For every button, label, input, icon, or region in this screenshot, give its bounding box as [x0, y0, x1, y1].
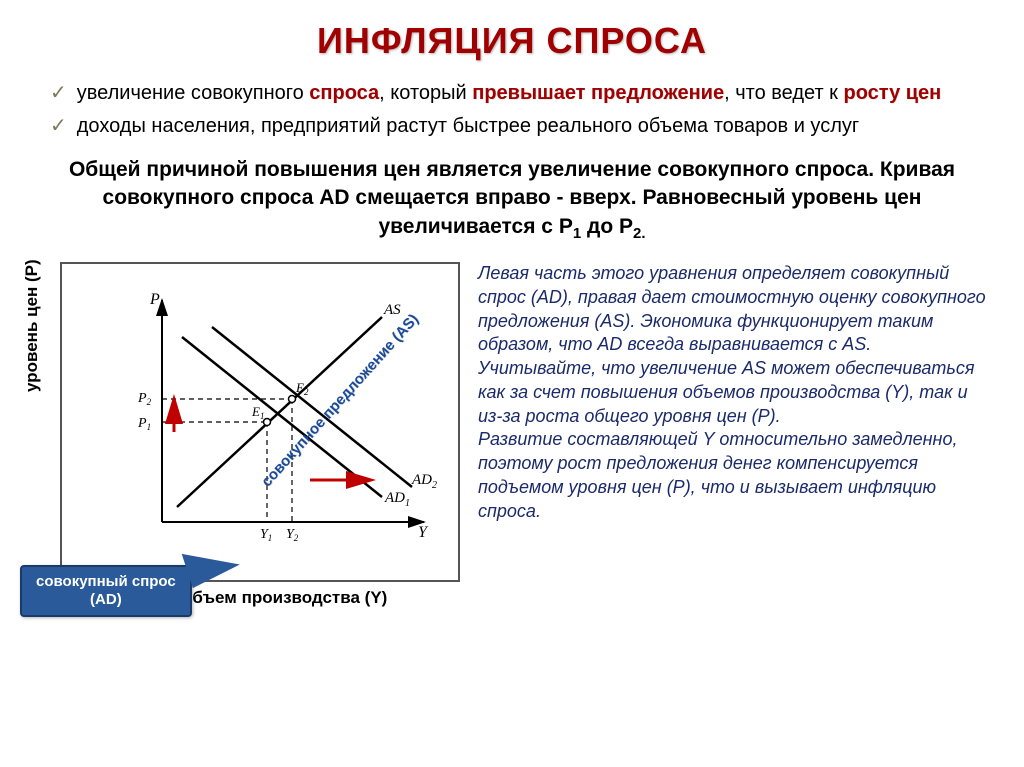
label-as: AS	[383, 302, 401, 318]
ad-callout-box: совокупный спрос (AD)	[20, 565, 192, 617]
page-title: ИНФЛЯЦИЯ СПРОСА	[30, 20, 994, 62]
label-p2: P2	[137, 391, 152, 407]
label-y2: Y2	[286, 527, 299, 542]
explanation-text: Левая часть этого уравнения определяет с…	[478, 262, 994, 523]
bullet-item-2: ✓ доходы населения, предприятий растут б…	[50, 113, 994, 140]
bullet1-text-mid: , который	[379, 82, 472, 104]
bullet1-word-prev: превышает предложение	[472, 82, 724, 104]
bullet2-text: доходы населения, предприятий растут быс…	[77, 113, 994, 140]
point-e1	[264, 419, 271, 426]
bullet1-word-rost: росту цен	[843, 82, 941, 104]
point-e2	[289, 396, 296, 403]
chart-box: совокупное предложение (AS)	[60, 262, 460, 582]
summary-paragraph: Общей причиной повышения цен является ув…	[60, 156, 964, 244]
bullet-item-1: ✓ увеличение совокупного спроса, который…	[50, 80, 994, 107]
bullet1-text-mid2: , что ведет к	[724, 82, 843, 104]
ad-callout-line2: (AD)	[90, 591, 122, 608]
bullet1-text-pre: увеличение совокупного	[77, 82, 310, 104]
bullet-list: ✓ увеличение совокупного спроса, который…	[50, 80, 994, 140]
summary-sub1: 1	[573, 225, 581, 242]
label-y-axis: Y	[418, 524, 429, 541]
chart-container: уровень цен (P) совокупное предложение (…	[30, 262, 460, 582]
y-axis-label: уровень цен (P)	[22, 259, 42, 392]
bullet1-word-spros: спроса	[309, 82, 379, 104]
check-icon: ✓	[50, 113, 67, 140]
ad-as-chart-svg: P Y AS AD1 AD2 P1 P2 Y1 Y2 E1 E2	[102, 282, 442, 542]
label-p1: P1	[137, 416, 151, 432]
label-y1: Y1	[260, 527, 272, 542]
label-ad2: AD2	[411, 472, 437, 491]
summary-text: Общей причиной повышения цен является ув…	[69, 158, 955, 238]
x-axis-label: объем производства (Y)	[182, 588, 387, 608]
ad-callout-line1: совокупный спрос	[36, 573, 176, 590]
label-e1: E1	[251, 404, 264, 421]
label-e2: E2	[295, 380, 309, 397]
label-ad1: AD1	[384, 490, 410, 509]
check-icon: ✓	[50, 80, 67, 107]
summary-sub2: 2.	[633, 225, 646, 242]
summary-mid: до P	[581, 215, 633, 238]
label-p-axis: P	[149, 291, 160, 308]
